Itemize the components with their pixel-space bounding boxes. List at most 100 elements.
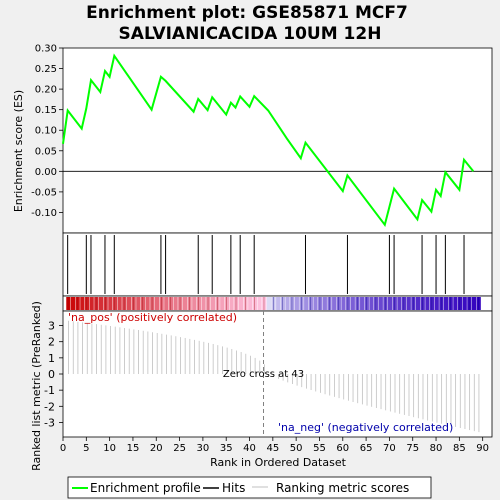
rank-color-cell [443,297,449,310]
rank-color-cell [369,297,374,310]
rank-color-cell [415,297,421,310]
x-tick-label: 45 [266,443,279,454]
es-y-tick-label: 0.05 [35,146,57,157]
rank-color-cell [294,297,299,310]
x-tick-label: 30 [197,443,210,454]
rank-color-cell [108,297,113,310]
x-tick-label: 35 [220,443,233,454]
x-tick-label: 65 [360,443,373,454]
es-y-tick-label: 0.10 [35,126,57,137]
rank-color-cell [182,297,188,310]
rank-color-cell [80,297,85,310]
rank-color-cell [378,297,383,310]
rank-color-cell [145,297,150,310]
metric-axis: -3 -2 -1 0 1 2 3 [44,320,63,429]
rank-color-cell [462,297,467,310]
x-tick-label: 20 [150,443,163,454]
x-tick-label: 85 [453,443,466,454]
rank-color-cell [266,297,271,310]
rank-color-cell [126,297,132,310]
x-tick-label: 70 [383,443,396,454]
metric-y-tick-label: -3 [44,416,55,429]
metric-y-tick-label: -1 [44,384,55,397]
rank-color-cell [192,297,197,310]
rank-color-cell [453,297,458,310]
legend-hits-label: Hits [222,481,245,495]
metric-y-tick-label: 0 [48,368,55,381]
rank-color-cell [210,297,216,310]
y-axis-label-es: Enrichment score (ES) [12,90,25,212]
rank-color-cell [220,297,225,310]
metric-y-tick-label: 3 [48,320,55,333]
rank-color-cell [257,297,262,310]
x-tick-label: 60 [336,443,349,454]
rank-color-cell [136,297,141,310]
neg-correlated-label: 'na_neg' (negatively correlated) [278,421,453,434]
enrichment-profile-line [62,53,475,228]
ranking-metric-bars [68,320,480,433]
es-axis: -0.10 -0.05 0.00 0.05 0.10 0.15 0.20 0.25 0.30 [31,44,63,219]
rank-color-cell [471,297,477,310]
rank-color-cell [406,297,411,310]
hit-markers [67,235,465,294]
rank-color-cell [201,297,206,310]
rank-color-cell [388,297,393,310]
legend-box [67,476,432,499]
es-y-tick-label: 0.30 [35,44,57,55]
es-y-tick-label: -0.05 [31,187,57,198]
x-tick-label: 50 [290,443,303,454]
x-tick-label: 10 [103,443,116,454]
metric-y-tick-label: 2 [48,336,55,349]
es-y-tick-label: 0.25 [35,64,57,75]
rank-color-cell [70,297,76,310]
rank-color-cell [304,297,309,310]
x-tick-label: 55 [313,443,326,454]
rank-color-cell [360,297,365,310]
rank-color-cell [248,297,253,310]
es-y-tick-label: -0.10 [31,208,57,219]
rank-colorbar [66,297,481,310]
x-axis: 0 5 10 15 20 25 30 35 40 45 50 55 60 65 70 75 80 85 90 [60,437,489,454]
legend-metric-label: Ranking metric scores [276,481,409,495]
metric-y-tick-label: -2 [44,400,55,413]
chart-title-line1: Enrichment plot: GSE85871 MCF7 [86,3,408,23]
x-tick-label: 75 [406,443,419,454]
rank-color-cell [350,297,355,310]
rank-color-cell [164,297,169,310]
rank-color-cell [154,297,160,310]
rank-color-cell [322,297,327,310]
legend: Enrichment profile Hits Ranking metric s… [67,476,432,499]
rank-color-cell [313,297,318,310]
x-tick-label: 25 [173,443,186,454]
hits-panel [62,232,493,297]
rank-color-cell [238,297,243,310]
rank-color-cell [117,297,122,310]
es-y-tick-label: 0.00 [35,167,57,178]
zero-cross-label: Zero cross at 43 [223,369,304,380]
y-axis-label-metric: Ranked list metric (PreRanked) [30,301,43,471]
es-y-tick-label: 0.20 [35,85,57,96]
rank-color-cell [285,297,290,310]
pos-correlated-label: 'na_pos' (positively correlated) [68,311,237,324]
rank-color-cell [229,297,234,310]
chart-title-line2: SALVIANICACIDA 10UM 12H [119,24,382,44]
x-tick-label: 40 [243,443,256,454]
metric-panel [62,310,493,438]
legend-profile-label: Enrichment profile [90,481,201,495]
rank-color-cell [434,297,439,310]
rank-color-cell [89,297,94,310]
rank-color-cell [276,297,281,310]
x-tick-label: 80 [430,443,443,454]
rank-color-cell [341,297,346,310]
rank-color-cell [425,297,430,310]
x-tick-label: 90 [476,443,489,454]
x-tick-label: 0 [60,443,66,454]
es-y-tick-label: 0.15 [35,105,57,116]
rank-color-cell [332,297,337,310]
x-axis-label: Rank in Ordered Dataset [210,456,347,469]
rank-color-cell [397,297,402,310]
enrichment-profile-path [62,53,475,228]
x-tick-label: 15 [127,443,140,454]
es-panel [62,47,493,234]
